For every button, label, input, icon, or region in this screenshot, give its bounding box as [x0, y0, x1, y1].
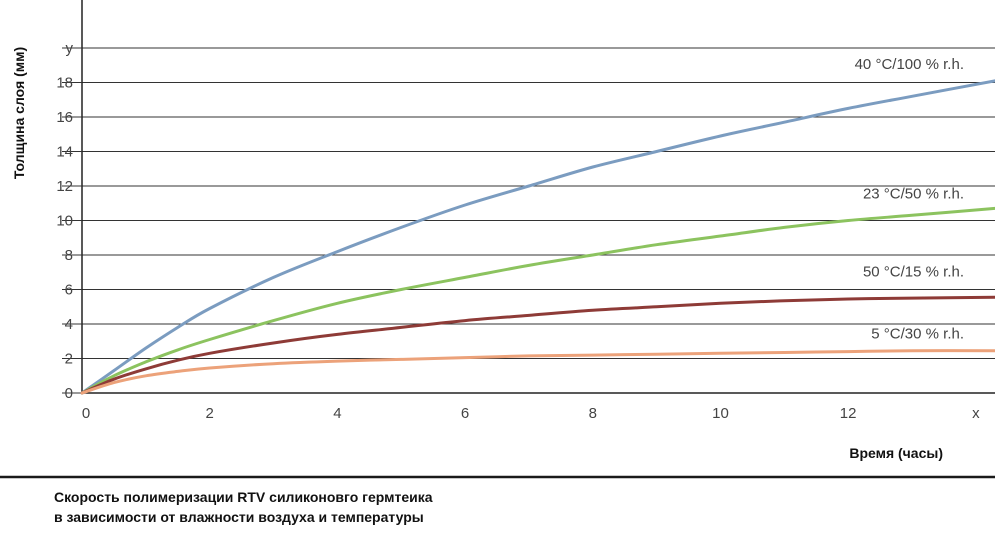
- series-labels: 40 °C/100 % r.h. 23 °C/50 % r.h. 50 °C/15 …: [855, 56, 964, 343]
- y-tick-label: 14: [56, 144, 73, 161]
- caption-line-2: в зависимости от влажности воздуха и тем…: [54, 509, 424, 525]
- x-tick-label: 6: [461, 405, 469, 422]
- y-axis-title: Толщина слоя (мм): [11, 47, 27, 179]
- series-label: 5 °C/30 % r.h.: [871, 326, 964, 343]
- y-tick-label: y: [66, 40, 74, 57]
- y-tick-label: 2: [65, 351, 73, 368]
- series-label: 23 °C/50 % r.h.: [863, 185, 964, 202]
- y-tick-label: 6: [65, 282, 73, 299]
- x-tick-label: 0: [82, 405, 90, 422]
- x-tick-label: 12: [840, 405, 857, 422]
- x-axis-title: Время (часы): [849, 445, 943, 461]
- series-line: [80, 206, 995, 395]
- x-tick-label: 8: [589, 405, 597, 422]
- chart-caption: Скорость полимеризации RTV силиконовго г…: [54, 487, 433, 527]
- x-axis-ticks: 0 2 4 6 8 10 12 x: [82, 405, 980, 422]
- y-tick-label: 10: [56, 213, 73, 230]
- y-axis-ticks: 0 2 4 6 8 10 12 14 16 18 y: [56, 40, 82, 402]
- x-tick-label: 2: [206, 405, 214, 422]
- x-tick-label: 4: [333, 405, 341, 422]
- series-label: 40 °C/100 % r.h.: [855, 56, 964, 73]
- series-lines: [80, 79, 995, 395]
- series-label: 50 °C/15 % r.h.: [863, 263, 964, 280]
- y-tick-label: 16: [56, 109, 73, 126]
- y-tick-label: 8: [65, 247, 73, 264]
- series-line: [80, 79, 995, 395]
- y-tick-label: 12: [56, 178, 73, 195]
- y-tick-label: 4: [65, 316, 73, 333]
- y-tick-label: 0: [65, 385, 73, 402]
- y-tick-label: 18: [56, 75, 73, 92]
- caption-line-1: Скорость полимеризации RTV силиконовго г…: [54, 489, 433, 505]
- x-tick-label: x: [972, 405, 980, 422]
- series-line: [80, 295, 995, 395]
- series-line: [80, 349, 995, 395]
- x-tick-label: 10: [712, 405, 729, 422]
